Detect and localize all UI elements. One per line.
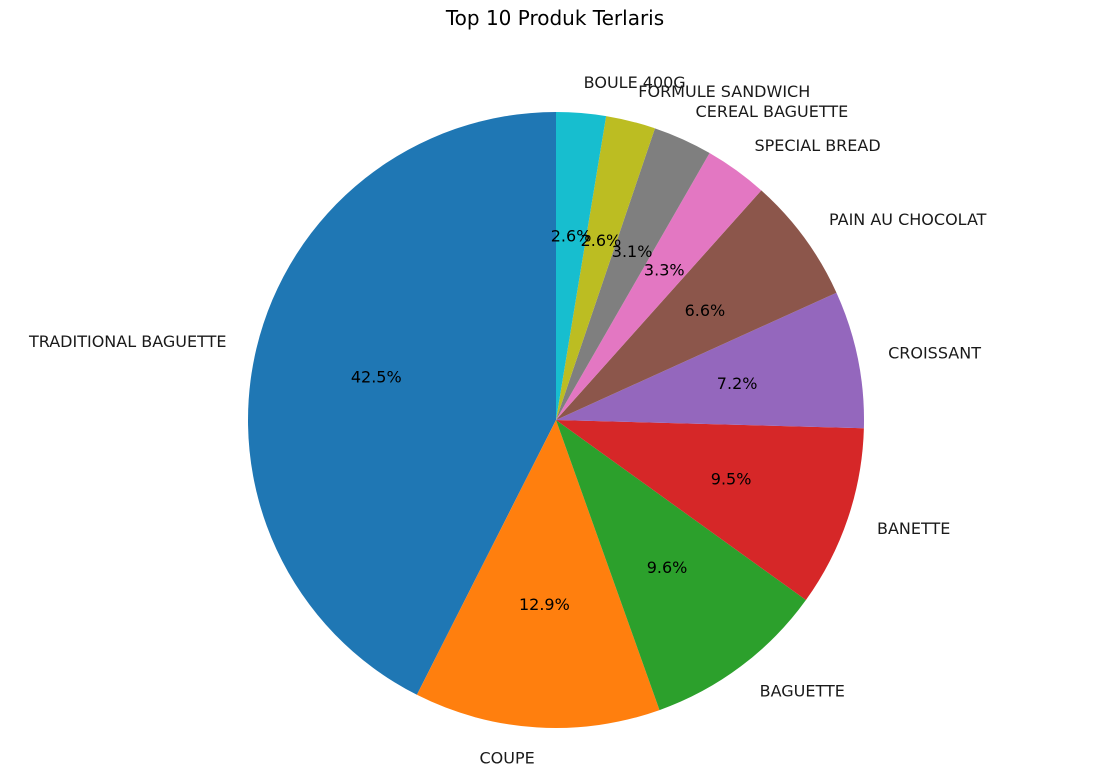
percent-label-banette: 9.5% [711, 470, 752, 489]
slice-label-traditional-baguette: TRADITIONAL BAGUETTE [28, 332, 226, 351]
chart-title: Top 10 Produk Terlaris [445, 6, 664, 30]
slice-label-cereal-baguette: CEREAL BAGUETTE [696, 102, 849, 121]
slice-label-boule-400g: BOULE 400G [584, 73, 686, 92]
pie-slice-boule-400g [556, 112, 607, 420]
percent-label-croissant: 7.2% [717, 374, 758, 393]
slice-label-baguette: BAGUETTE [760, 681, 845, 700]
percent-labels: 42.5%12.9%9.6%9.5%7.2%6.6%3.3%3.1%2.6%2.… [351, 226, 758, 614]
pie-slices [248, 112, 865, 728]
percent-label-baguette: 9.6% [647, 558, 688, 577]
slice-label-banette: BANETTE [877, 519, 950, 538]
slice-label-coupe: COUPE [479, 749, 534, 768]
percent-label-traditional-baguette: 42.5% [351, 368, 402, 387]
pie-slice-baguette [556, 420, 806, 711]
pie-slice-special-bread [556, 153, 762, 420]
percent-label-formule-sandwich: 2.6% [581, 231, 622, 250]
slice-labels: TRADITIONAL BAGUETTE COUPE BAGUETTE BANETTE… [28, 73, 987, 768]
percent-label-special-bread: 3.3% [644, 261, 685, 280]
pie-slice-traditional-baguette [248, 112, 556, 695]
slice-label-pain-au-chocolat: PAIN AU CHOCOLAT [829, 210, 987, 229]
pie-slice-cereal-baguette [556, 128, 710, 420]
pie-slice-pain-au-chocolat [556, 190, 837, 420]
slice-label-formule-sandwich: FORMULE SANDWICH [638, 82, 810, 101]
percent-label-coupe: 12.9% [519, 595, 570, 614]
percent-label-pain-au-chocolat: 6.6% [685, 301, 726, 320]
percent-label-boule-400g: 2.6% [551, 226, 592, 245]
slice-label-croissant: CROISSANT [888, 343, 981, 362]
pie-slice-banette [556, 420, 864, 601]
slice-label-special-bread: SPECIAL BREAD [754, 136, 880, 155]
pie-slice-coupe [416, 420, 660, 728]
pie-slice-croissant [556, 292, 865, 429]
percent-label-cereal-baguette: 3.1% [612, 242, 653, 261]
pie-slice-formule-sandwich [556, 116, 655, 421]
